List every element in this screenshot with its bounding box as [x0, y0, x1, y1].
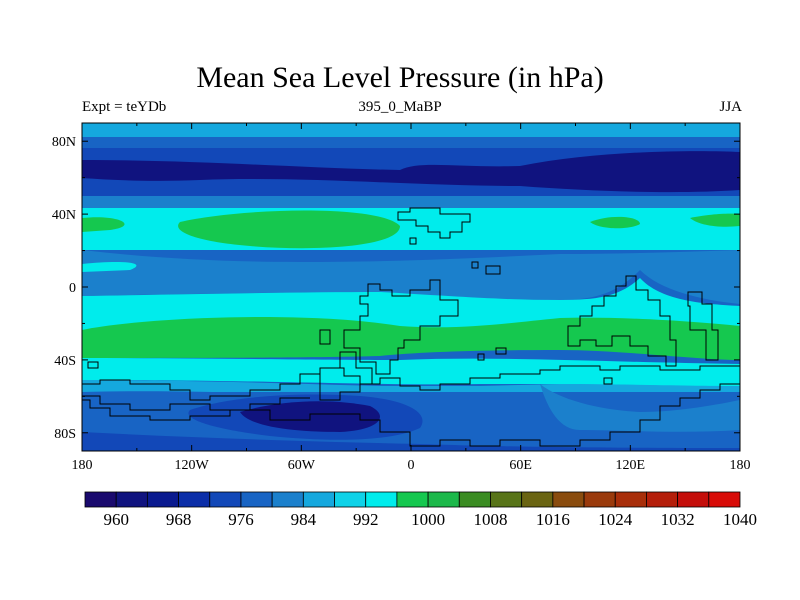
colorbar-swatch — [646, 491, 679, 508]
axes: 180 120W 60W 0 60E 120E 180 80N 40N 0 40S 80S — [52, 123, 751, 473]
continent-outline — [567, 275, 677, 367]
region-band — [82, 262, 137, 272]
y-tick-label: 80N — [52, 135, 76, 150]
colorbar-swatch — [84, 491, 117, 508]
y-tick-label: 40N — [52, 208, 76, 223]
region-low-north-core — [82, 151, 740, 193]
continent-outline — [343, 279, 459, 375]
region-band — [82, 250, 740, 304]
colorbar-swatch — [552, 491, 585, 508]
colorbar-swatch — [271, 491, 304, 508]
continent-outline — [82, 365, 740, 447]
continent-outline — [397, 207, 471, 239]
continent-outline — [319, 329, 331, 345]
colorbar-swatch — [458, 491, 491, 508]
region-high-atlantic — [82, 217, 125, 232]
colorbar-swatch — [490, 491, 523, 508]
colorbar-swatch — [708, 491, 741, 508]
pressure-field — [82, 123, 740, 451]
colorbar-label: 1024 — [598, 510, 633, 529]
colorbar-label: 1016 — [536, 510, 570, 529]
colorbar-swatch — [240, 491, 273, 508]
continent-outline — [82, 395, 310, 411]
chart-title: Mean Sea Level Pressure (in hPa) — [196, 61, 604, 94]
region-band — [82, 278, 740, 330]
region-high-south — [82, 317, 740, 360]
colorbar-label: 1008 — [473, 510, 507, 529]
colorbar-swatch — [614, 491, 647, 508]
colorbar-swatch — [302, 491, 335, 508]
colorbar-label: 984 — [291, 510, 317, 529]
region-high-atlantic — [178, 210, 400, 249]
island-outline — [87, 361, 99, 369]
colorbar-label: 1000 — [411, 510, 445, 529]
colorbar-swatch — [334, 491, 367, 508]
region-band — [82, 392, 740, 451]
colorbar-swatch — [677, 491, 710, 508]
colorbar-swatch — [209, 491, 242, 508]
x-tick-label: 180 — [730, 458, 751, 473]
colorbar-swatch — [178, 491, 211, 508]
experiment-label: Expt = teYDb — [82, 99, 167, 115]
colorbar-swatch — [427, 491, 460, 508]
region-band — [82, 137, 740, 147]
island-outline — [477, 353, 485, 361]
region-band — [82, 432, 740, 451]
colorbar-swatch — [583, 491, 616, 508]
y-tick-label: 40S — [54, 354, 76, 369]
region-high-pacific — [590, 216, 640, 229]
season-label: JJA — [719, 99, 742, 115]
island-outline — [495, 347, 507, 355]
continent-outline — [319, 351, 373, 401]
x-tick-label: 0 — [408, 458, 415, 473]
continent-outline — [687, 291, 719, 361]
y-tick-label: 80S — [54, 427, 76, 442]
region-high-pacific — [690, 213, 740, 227]
colorbar-label: 1040 — [723, 510, 757, 529]
colorbar-swatch — [115, 491, 148, 508]
x-tick-label: 120E — [616, 458, 646, 473]
colorbar-label: 976 — [228, 510, 254, 529]
colorbar-swatch — [146, 491, 179, 508]
x-tick-label: 120W — [175, 458, 210, 473]
x-tick-label: 180 — [72, 458, 93, 473]
region-band — [82, 123, 740, 137]
colorbar: 960 968 976 984 992 1000 1008 1016 1024 1032 1040 — [84, 491, 757, 529]
island-outline — [485, 265, 501, 275]
island-outline — [471, 261, 479, 269]
island-outline — [603, 377, 613, 385]
region-band — [82, 196, 740, 208]
island-outline — [409, 237, 417, 245]
colorbar-label: 968 — [166, 510, 192, 529]
coastlines — [82, 207, 740, 447]
time-label: 395_0_MaBP — [358, 99, 442, 115]
y-tick-label: 0 — [69, 281, 76, 296]
colorbar-swatch — [521, 491, 554, 508]
colorbar-label: 1032 — [661, 510, 695, 529]
colorbar-label: 960 — [103, 510, 129, 529]
x-tick-label: 60E — [509, 458, 532, 473]
colorbar-swatch — [365, 491, 398, 508]
colorbar-label: 992 — [353, 510, 379, 529]
region-band — [540, 384, 740, 432]
x-tick-label: 60W — [288, 458, 316, 473]
colorbar-swatch — [396, 491, 429, 508]
